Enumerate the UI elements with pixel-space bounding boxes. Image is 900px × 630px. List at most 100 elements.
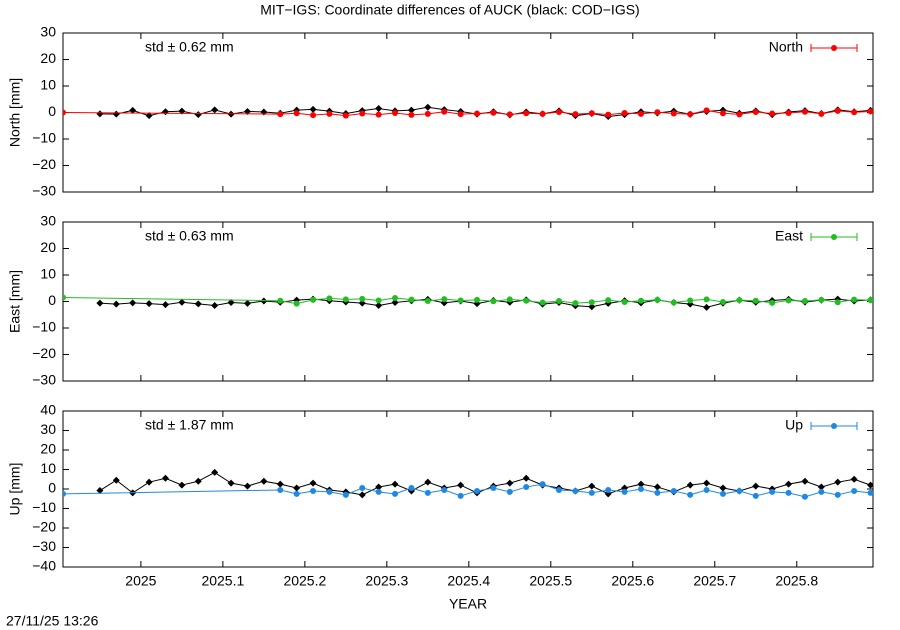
data-point (342, 491, 349, 498)
data-point (490, 298, 497, 305)
data-point (293, 490, 300, 497)
data-point (310, 487, 317, 494)
data-point (161, 108, 169, 116)
data-point (63, 294, 66, 301)
data-point (522, 474, 530, 482)
data-point (457, 481, 465, 489)
data-point (686, 481, 694, 489)
data-point (326, 110, 333, 117)
data-point (637, 297, 644, 304)
data-point (801, 297, 808, 304)
data-point (211, 301, 219, 309)
timestamp: 27/11/25 13:26 (6, 613, 99, 629)
data-point (309, 105, 317, 113)
data-point (850, 475, 858, 483)
data-point (293, 110, 300, 117)
data-point (178, 298, 186, 306)
data-point (424, 103, 432, 111)
y-tick-label: −30 (32, 538, 56, 554)
data-point (293, 300, 300, 307)
std-annotation: std ± 1.87 mm (145, 417, 234, 433)
legend-marker (831, 45, 837, 51)
y-tick-label: −40 (32, 558, 56, 574)
std-annotation: std ± 0.62 mm (145, 39, 234, 55)
data-point (277, 297, 284, 304)
data-point (588, 303, 596, 311)
data-point (752, 297, 759, 304)
data-point (703, 107, 710, 114)
legend-label: East (775, 228, 803, 244)
data-point (670, 487, 677, 494)
series-group (63, 294, 873, 311)
data-point (424, 478, 432, 486)
data-point (687, 491, 694, 498)
y-tick-label: 20 (40, 441, 56, 457)
data-point (670, 299, 677, 306)
data-point (834, 478, 842, 486)
y-axis-label: East [mm] (7, 270, 23, 333)
data-point (161, 301, 169, 309)
data-point (637, 480, 645, 488)
data-point (556, 297, 563, 304)
data-point (375, 105, 383, 113)
y-tick-label: −30 (32, 183, 56, 199)
data-point (161, 474, 169, 482)
x-axis-label: YEAR (449, 596, 487, 612)
data-point (129, 106, 137, 114)
data-point (129, 299, 137, 307)
data-point (506, 296, 513, 303)
data-point (276, 480, 284, 488)
data-point (358, 491, 366, 499)
data-point (523, 484, 530, 491)
data-point (408, 296, 415, 303)
data-point (326, 488, 333, 495)
data-point (834, 107, 841, 114)
data-point (424, 489, 431, 496)
data-point (736, 487, 743, 494)
data-point (326, 295, 333, 302)
data-point (801, 493, 808, 500)
data-point (342, 296, 349, 303)
data-point (687, 297, 694, 304)
data-point (556, 486, 563, 493)
data-point (359, 295, 366, 302)
y-tick-label: 0 (48, 103, 56, 119)
data-point (474, 487, 481, 494)
data-point (392, 110, 399, 117)
data-point (719, 490, 726, 497)
data-point (523, 297, 530, 304)
data-point (391, 480, 399, 488)
data-point (572, 487, 579, 494)
data-point (63, 490, 66, 497)
data-point (407, 106, 415, 114)
series-group (63, 468, 873, 500)
data-point (506, 111, 513, 118)
std-annotation: std ± 0.63 mm (145, 228, 234, 244)
data-point (703, 303, 711, 311)
y-tick-label: −30 (32, 372, 56, 388)
x-tick-label: 2025.3 (365, 573, 408, 589)
data-point (556, 108, 563, 115)
y-tick-label: −20 (32, 156, 56, 172)
data-point (309, 479, 317, 487)
data-point (851, 296, 858, 303)
data-point (408, 485, 415, 492)
data-point (391, 299, 399, 307)
data-point (523, 110, 530, 117)
data-point (670, 110, 677, 117)
data-point (703, 479, 711, 487)
legend-marker (831, 423, 837, 429)
data-point (392, 295, 399, 302)
data-point (375, 111, 382, 118)
data-point (654, 489, 661, 496)
y-tick-label: −20 (32, 519, 56, 535)
data-point (785, 297, 792, 304)
data-point (194, 300, 202, 308)
data-point (539, 481, 546, 488)
y-tick-label: 30 (40, 24, 56, 40)
data-point (572, 300, 579, 307)
data-point (621, 488, 628, 495)
data-point (96, 299, 104, 307)
data-point (310, 112, 317, 119)
